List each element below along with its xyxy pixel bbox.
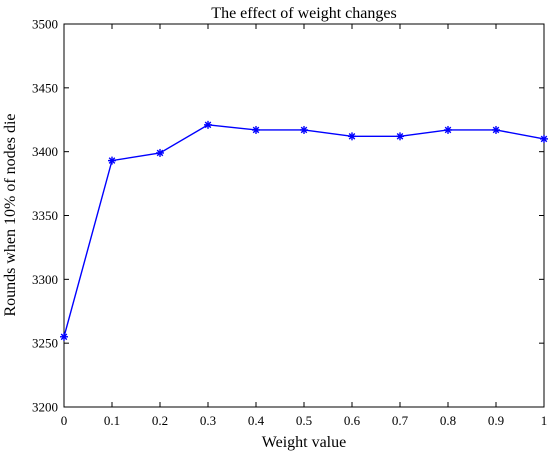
x-tick-label: 0.7 <box>392 413 409 428</box>
data-point-marker <box>300 125 308 134</box>
marker-stroke <box>252 126 260 134</box>
data-point-marker <box>492 125 500 134</box>
marker-stroke <box>492 126 500 134</box>
marker-stroke <box>444 126 452 134</box>
marker-stroke <box>300 126 308 134</box>
y-tick-label: 3250 <box>32 336 58 351</box>
marker-stroke <box>204 121 212 129</box>
marker-stroke <box>108 157 116 164</box>
marker-stroke <box>540 135 548 143</box>
marker-stroke <box>156 149 164 157</box>
data-point-marker <box>396 132 404 141</box>
y-axis-title: Rounds when 10% of nodes die <box>2 113 19 316</box>
x-tick-label: 0.3 <box>200 413 216 428</box>
x-tick-label: 0.6 <box>344 413 361 428</box>
x-tick-label: 0.2 <box>152 413 168 428</box>
y-tick-label: 3450 <box>32 80 58 95</box>
marker-stroke <box>348 133 356 140</box>
data-point-marker <box>348 132 356 141</box>
data-point-marker <box>204 120 212 129</box>
series-line <box>63 124 545 337</box>
marker-stroke <box>396 133 404 140</box>
x-tick-label: 0 <box>61 413 68 428</box>
y-tick-label: 3400 <box>32 144 58 159</box>
plot-area: 0 0.1 0.2 0.3 0.4 0.5 0.6 0.7 0.8 0.9 1 3200 3250 330… <box>32 17 548 428</box>
x-tick-label: 1 <box>541 413 548 428</box>
marker-stroke <box>60 333 68 341</box>
y-tick-label: 3300 <box>32 272 58 287</box>
data-point-marker <box>108 156 116 165</box>
chart-title: The effect of weight changes <box>211 5 396 22</box>
x-tick-label: 0.9 <box>488 413 504 428</box>
data-point-marker <box>540 134 548 143</box>
x-tick-label: 0.8 <box>440 413 456 428</box>
x-tick-label: 0.1 <box>104 413 120 428</box>
data-point-marker <box>444 125 452 134</box>
y-tick-label: 3500 <box>32 17 58 32</box>
data-point-marker <box>252 125 260 134</box>
data-point-marker <box>60 332 68 341</box>
x-tick-label: 0.4 <box>248 413 265 428</box>
x-axis-title: Weight value <box>262 434 346 451</box>
plot-frame <box>63 23 545 408</box>
y-tick-label: 3200 <box>32 400 58 415</box>
y-tick-label: 3350 <box>32 208 58 223</box>
data-point-marker <box>156 148 164 157</box>
x-tick-label: 0.5 <box>296 413 312 428</box>
